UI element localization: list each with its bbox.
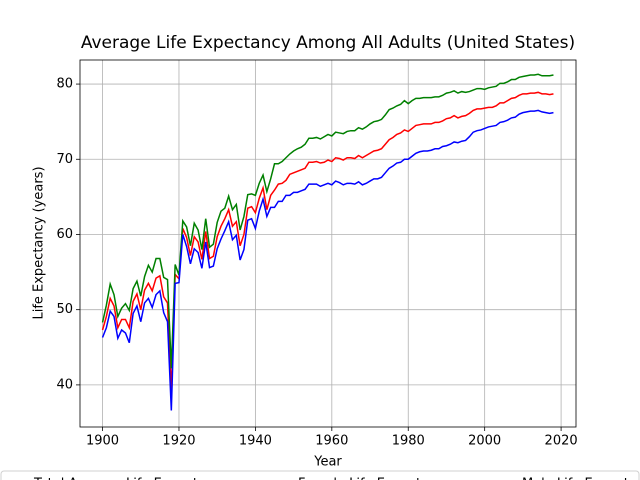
x-tick-label: 2000 bbox=[468, 434, 501, 449]
x-tick-label: 1920 bbox=[162, 434, 195, 449]
y-tick-label: 40 bbox=[56, 377, 73, 392]
x-tick-label: 2020 bbox=[545, 434, 578, 449]
y-tick-label: 60 bbox=[56, 227, 73, 242]
y-tick-label: 50 bbox=[56, 302, 73, 317]
chart-title: Average Life Expectancy Among All Adults… bbox=[81, 33, 575, 53]
series-line bbox=[101, 91, 554, 392]
x-tick-label: 1900 bbox=[86, 434, 119, 449]
y-tick-label: 80 bbox=[56, 77, 73, 92]
x-axis-label: Year bbox=[313, 455, 342, 470]
legend-label: Total Average Life Expectancy bbox=[33, 477, 229, 480]
x-tick-label: 1940 bbox=[239, 434, 272, 449]
series-line bbox=[101, 73, 554, 369]
y-tick-label: 70 bbox=[56, 152, 73, 167]
x-tick-label: 1980 bbox=[392, 434, 425, 449]
series-line bbox=[101, 109, 554, 411]
y-axis-label: Life Expectancy (years) bbox=[32, 166, 47, 319]
legend-box bbox=[0, 470, 640, 480]
legend-label: Female Life Expectancy bbox=[298, 477, 452, 480]
plot-frame bbox=[79, 59, 577, 428]
x-tick-label: 1960 bbox=[315, 434, 348, 449]
legend-label: Male Life Expectancy bbox=[522, 477, 640, 480]
